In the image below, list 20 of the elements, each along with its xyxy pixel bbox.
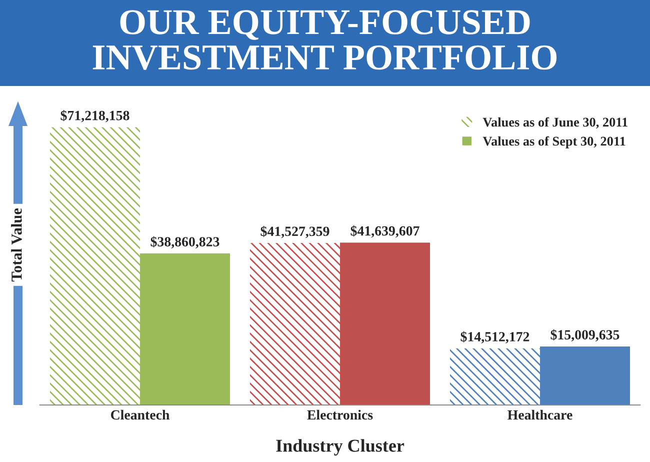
x-axis-title: Industry Cluster bbox=[276, 439, 404, 456]
y-axis-title: Total Value bbox=[11, 208, 22, 282]
data-label: $15,009,635 bbox=[550, 329, 620, 342]
bar bbox=[540, 346, 630, 405]
x-tick-label: Electronics bbox=[307, 410, 373, 420]
data-label: $38,860,823 bbox=[150, 236, 220, 248]
x-tick-label: Healthcare bbox=[508, 410, 572, 420]
bar bbox=[50, 127, 140, 405]
chart-title: OUR EQUITY-FOCUSED INVESTMENT PORTFOLIO bbox=[92, 10, 557, 70]
data-label: $71,218,158 bbox=[60, 110, 130, 122]
data-label: $14,512,172 bbox=[460, 331, 530, 344]
data-label: $41,639,607 bbox=[350, 225, 420, 238]
bar bbox=[450, 348, 540, 405]
legend-label: Values as of Sept 30, 2011 bbox=[482, 136, 626, 148]
legend-label: Values as of June 30, 2011 bbox=[482, 117, 628, 129]
data-label: $41,527,359 bbox=[260, 226, 330, 238]
bar bbox=[340, 242, 430, 405]
x-tick-label: Cleantech bbox=[110, 410, 170, 420]
bar bbox=[250, 243, 340, 405]
bar bbox=[140, 253, 230, 405]
